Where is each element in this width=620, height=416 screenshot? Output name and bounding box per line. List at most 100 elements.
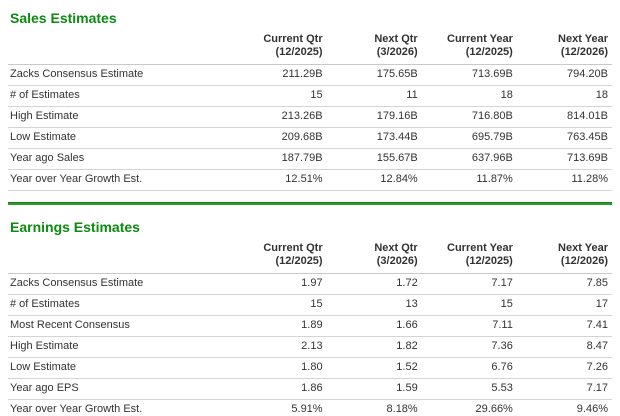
table-header: Current Qtr (12/2025) Next Qtr (3/2026) Curr… [8,240,612,274]
value-cell: 1.52 [326,357,422,379]
value-cell: 1.80 [231,357,327,379]
table-row: Low Estimate 209.68B 173.44B 695.79B 763.45B [8,127,612,149]
value-cell: 209.68B [231,127,327,149]
value-cell: 7.17 [516,378,612,400]
sales-estimates-section: Sales Estimates Current Qtr (12/2025) Next… [8,10,612,205]
value-cell: 763.45B [516,127,612,149]
table-row: Low Estimate 1.80 1.52 6.76 7.26 [8,357,612,379]
table-row: Year over Year Growth Est. 5.91% 8.18% 29.6… [8,399,612,416]
row-label: High Estimate [8,336,232,358]
table-row: High Estimate 213.26B 179.16B 716.80B 814.01… [8,106,612,128]
value-cell: 713.69B [516,148,612,170]
row-label: # of Estimates [8,294,232,316]
value-cell: 7.41 [516,315,612,337]
value-cell: 794.20B [516,64,612,86]
table-row: Year over Year Growth Est. 12.51% 12.84% 11… [8,169,612,191]
column-header-label: Next Year [558,33,608,45]
value-cell: 1.72 [326,273,422,295]
column-header: Current Qtr (12/2025) [231,240,327,274]
row-label: Most Recent Consensus [8,315,232,337]
column-header-label: Next Year [558,242,608,254]
header-row: Current Qtr (12/2025) Next Qtr (3/2026) Curr… [8,31,612,65]
value-cell: 7.85 [516,273,612,295]
column-header-period: (12/2025) [465,255,513,267]
value-cell: 6.76 [421,357,517,379]
column-header-label: Current Qtr [263,33,323,45]
value-cell: 1.86 [231,378,327,400]
column-header-label: Current Year [447,33,513,45]
value-cell: 1.66 [326,315,422,337]
value-cell: 695.79B [421,127,517,149]
value-cell: 15 [231,294,327,316]
header-row: Current Qtr (12/2025) Next Qtr (3/2026) Curr… [8,240,612,274]
value-cell: 8.18% [326,399,422,416]
value-cell: 716.80B [421,106,517,128]
value-cell: 8.47 [516,336,612,358]
value-cell: 1.89 [231,315,327,337]
column-header-period: (12/2026) [560,255,608,267]
value-cell: 155.67B [326,148,422,170]
value-cell: 18 [516,85,612,107]
table-row: Year ago EPS 1.86 1.59 5.53 7.17 [8,378,612,400]
value-cell: 15 [421,294,517,316]
value-cell: 15 [231,85,327,107]
value-cell: 1.59 [326,378,422,400]
column-header-period: (12/2025) [275,255,323,267]
value-cell: 11 [326,85,422,107]
value-cell: 7.36 [421,336,517,358]
header-spacer-cell [8,31,232,65]
column-header-label: Next Qtr [374,242,418,254]
value-cell: 713.69B [421,64,517,86]
column-header: Next Year (12/2026) [516,31,612,65]
table-row: Most Recent Consensus 1.89 1.66 7.11 7.41 [8,315,612,337]
value-cell: 814.01B [516,106,612,128]
sales-estimates-table: Current Qtr (12/2025) Next Qtr (3/2026) Curr… [8,31,612,191]
value-cell: 7.26 [516,357,612,379]
value-cell: 211.29B [231,64,327,86]
column-header-period: (12/2026) [560,46,608,58]
column-header-label: Current Qtr [263,242,323,254]
row-label: Year ago Sales [8,148,232,170]
column-header: Current Year (12/2025) [421,31,517,65]
table-row: Zacks Consensus Estimate 211.29B 175.65B 71… [8,64,612,86]
table-body: Zacks Consensus Estimate 1.97 1.72 7.17 7.85… [8,273,612,416]
table-row: # of Estimates 15 11 18 18 [8,85,612,107]
row-label: Year over Year Growth Est. [8,169,232,191]
table-row: Zacks Consensus Estimate 1.97 1.72 7.17 7.85 [8,273,612,295]
value-cell: 17 [516,294,612,316]
table-header: Current Qtr (12/2025) Next Qtr (3/2026) Curr… [8,31,612,65]
value-cell: 2.13 [231,336,327,358]
value-cell: 7.11 [421,315,517,337]
value-cell: 29.66% [421,399,517,416]
earnings-estimates-section: Earnings Estimates Current Qtr (12/2025) N… [8,219,612,416]
table-body: Zacks Consensus Estimate 211.29B 175.65B 71… [8,64,612,191]
column-header: Next Year (12/2026) [516,240,612,274]
row-label: Year over Year Growth Est. [8,399,232,416]
value-cell: 175.65B [326,64,422,86]
value-cell: 173.44B [326,127,422,149]
column-header: Current Year (12/2025) [421,240,517,274]
value-cell: 13 [326,294,422,316]
value-cell: 5.91% [231,399,327,416]
value-cell: 12.51% [231,169,327,191]
column-header: Next Qtr (3/2026) [326,240,422,274]
row-label: Low Estimate [8,127,232,149]
value-cell: 9.46% [516,399,612,416]
row-label: # of Estimates [8,85,232,107]
column-header: Next Qtr (3/2026) [326,31,422,65]
row-label: Year ago EPS [8,378,232,400]
table-row: # of Estimates 15 13 15 17 [8,294,612,316]
header-spacer-cell [8,240,232,274]
value-cell: 187.79B [231,148,327,170]
column-header-period: (12/2025) [275,46,323,58]
value-cell: 179.16B [326,106,422,128]
column-header-label: Next Qtr [374,33,418,45]
value-cell: 213.26B [231,106,327,128]
table-row: Year ago Sales 187.79B 155.67B 637.96B 713.6… [8,148,612,170]
section-divider [8,202,612,205]
value-cell: 1.82 [326,336,422,358]
value-cell: 1.97 [231,273,327,295]
value-cell: 11.87% [421,169,517,191]
column-header-label: Current Year [447,242,513,254]
row-label: Low Estimate [8,357,232,379]
